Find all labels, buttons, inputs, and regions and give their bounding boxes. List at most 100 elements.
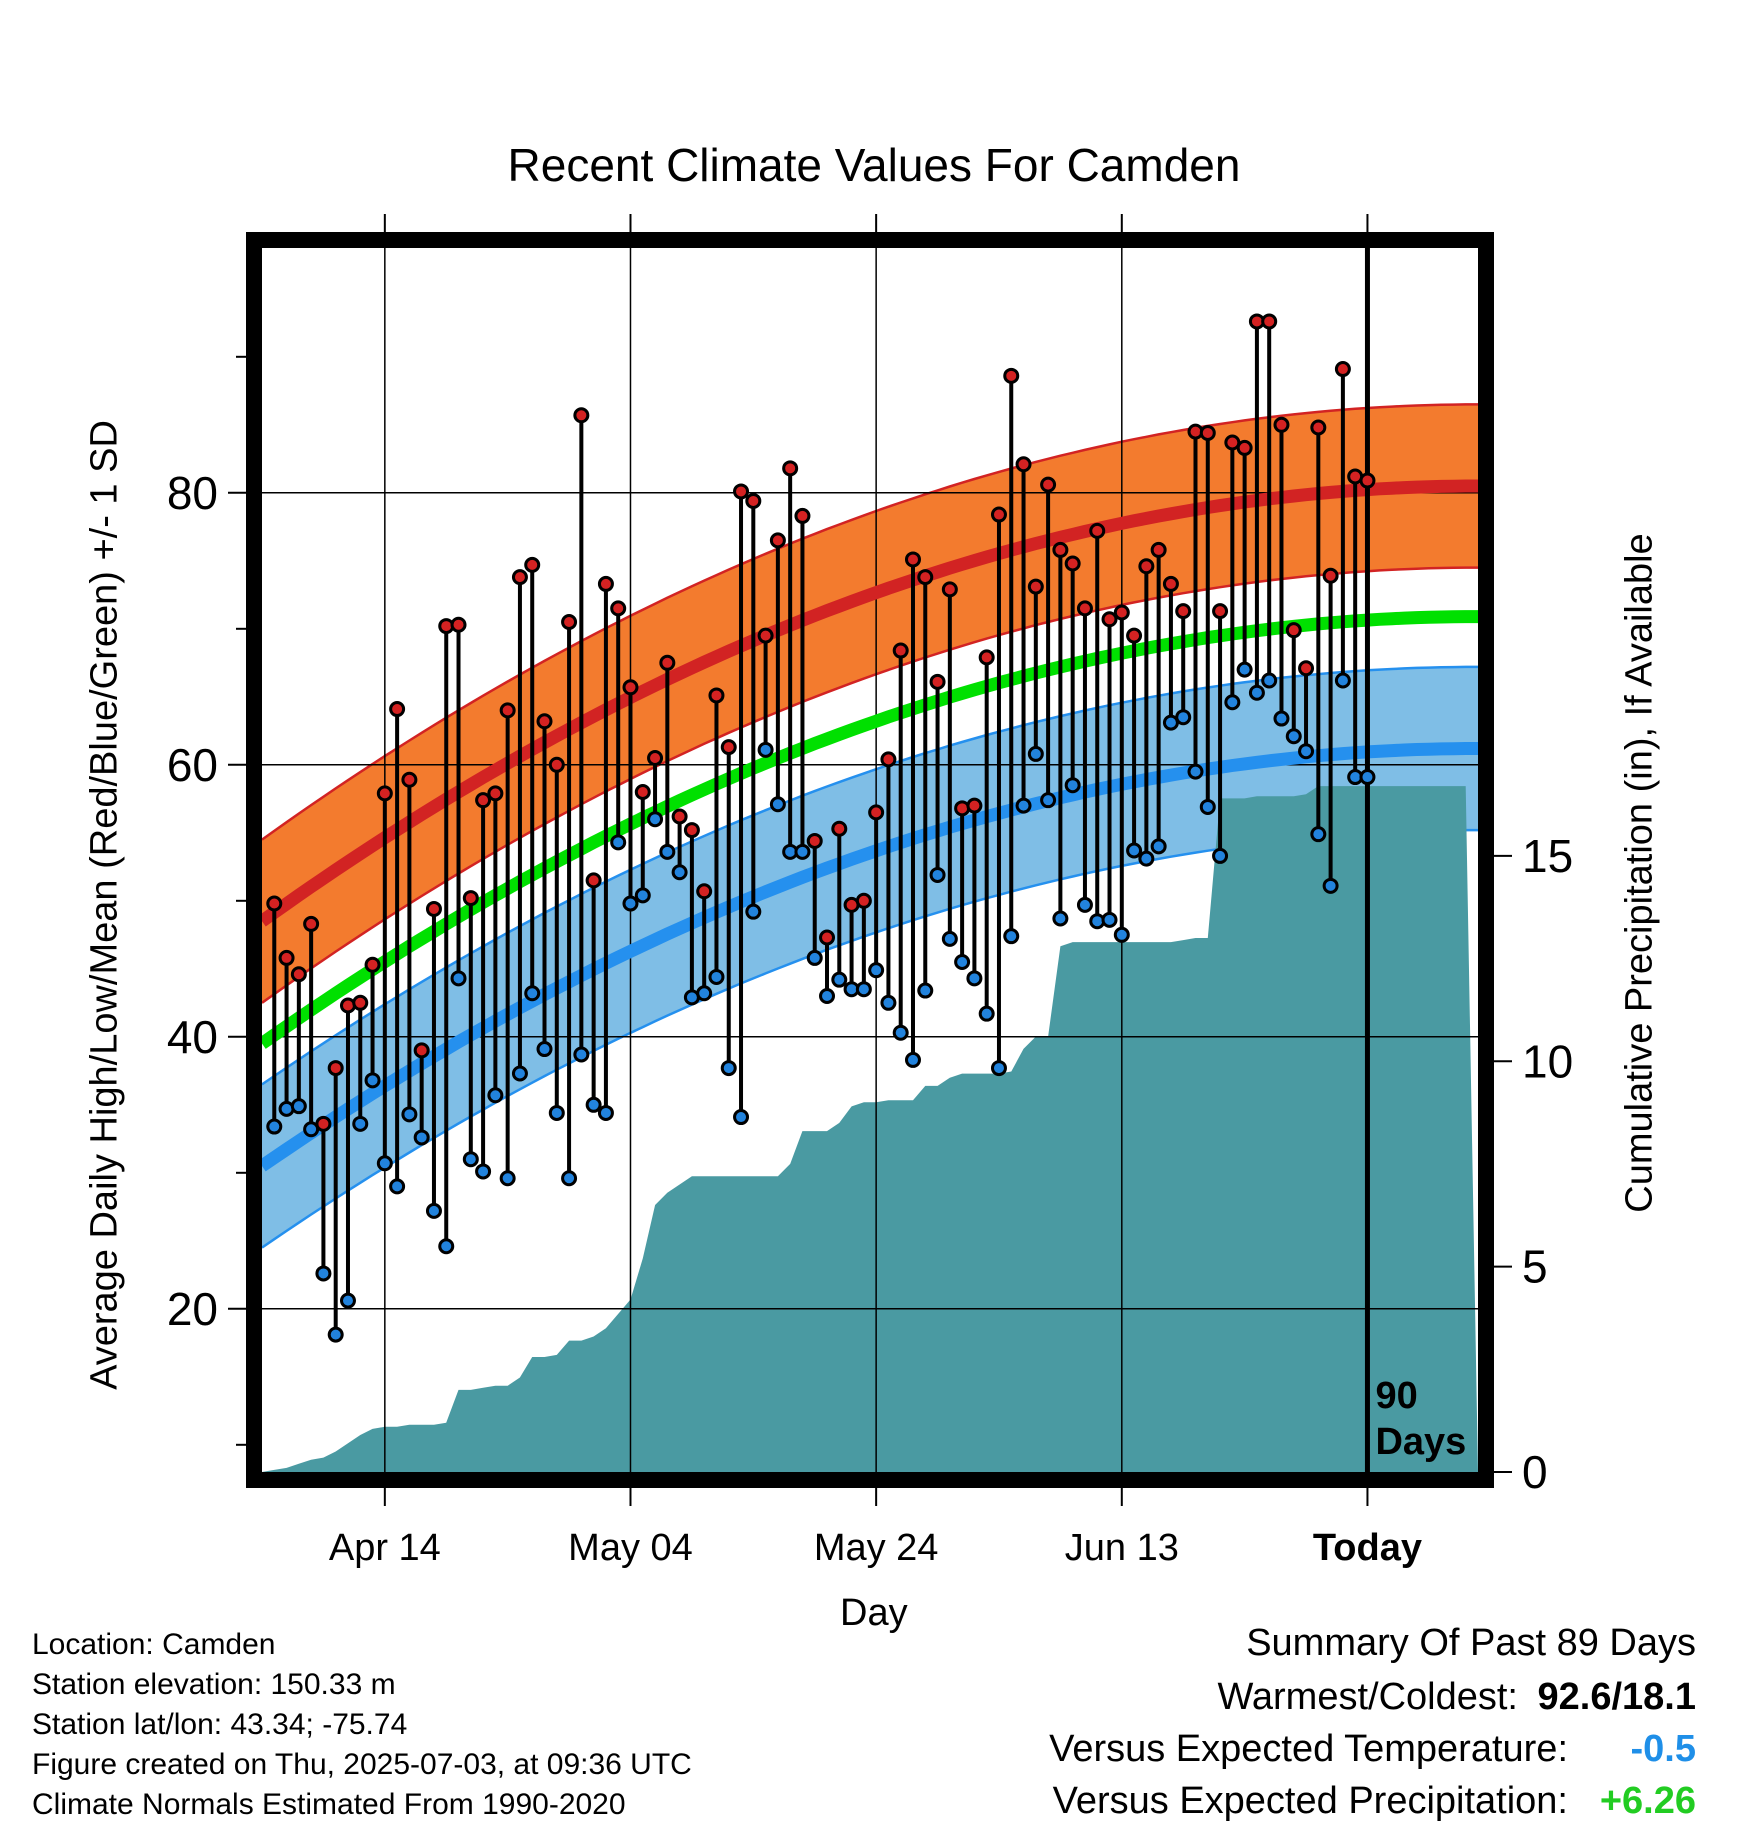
daily-low-point bbox=[364, 1072, 381, 1089]
daily-high-point bbox=[929, 673, 946, 690]
daily-high-point bbox=[733, 483, 750, 500]
daily-high-point bbox=[1101, 611, 1118, 628]
daily-high-point bbox=[696, 883, 713, 900]
info-created: Figure created on Thu, 2025-07-03, at 09… bbox=[32, 1748, 692, 1781]
low-normal-band bbox=[262, 666, 1478, 1248]
daily-high-point bbox=[1334, 361, 1351, 378]
high-normal-band bbox=[262, 404, 1478, 1003]
plot-frame bbox=[246, 232, 1494, 1488]
summary-heading: Summary Of Past 89 Days bbox=[1246, 1622, 1696, 1664]
daily-low-point bbox=[487, 1087, 504, 1104]
daily-high-point bbox=[1138, 558, 1155, 575]
daily-high-point bbox=[1162, 575, 1179, 592]
y2-tick-label: 15 bbox=[1522, 830, 1573, 882]
daily-high-point bbox=[1273, 416, 1290, 433]
daily-high-point bbox=[499, 702, 516, 719]
y-tick-label: 40 bbox=[167, 1011, 218, 1063]
daily-low-point bbox=[1113, 926, 1130, 943]
daily-low-point bbox=[597, 1104, 614, 1121]
daily-high-point bbox=[610, 600, 627, 617]
daily-low-point bbox=[1052, 910, 1069, 927]
y2-tick-label: 5 bbox=[1522, 1241, 1548, 1293]
daily-high-point bbox=[622, 679, 639, 696]
daily-high-point bbox=[1359, 472, 1376, 489]
daily-high-point bbox=[548, 756, 565, 773]
daily-high-point bbox=[536, 713, 553, 730]
daily-low-point bbox=[1310, 826, 1327, 843]
daily-high-point bbox=[1236, 439, 1253, 456]
daily-low-point bbox=[1359, 769, 1376, 786]
daily-high-point bbox=[966, 797, 983, 814]
summary-temp-value: -0.5 bbox=[1630, 1728, 1696, 1770]
daily-low-point bbox=[868, 962, 885, 979]
y-tick-label: 60 bbox=[167, 739, 218, 791]
daily-high-point bbox=[868, 804, 885, 821]
daily-high-point bbox=[1322, 567, 1339, 584]
daily-low-point bbox=[1027, 745, 1044, 762]
daily-low-point bbox=[904, 1051, 921, 1068]
daily-high-point bbox=[425, 900, 442, 917]
daily-low-point bbox=[696, 985, 713, 1002]
daily-high-point bbox=[561, 614, 578, 630]
daily-high-point bbox=[290, 966, 307, 983]
daily-low-point bbox=[819, 988, 836, 1004]
daily-low-point bbox=[745, 903, 762, 920]
x-tick-label: Today bbox=[1313, 1527, 1422, 1569]
mean-normal-line bbox=[258, 610, 1478, 1049]
summary-temp-label: Versus Expected Temperature: bbox=[1049, 1728, 1568, 1770]
daily-high-point bbox=[904, 551, 921, 568]
daily-low-point bbox=[831, 971, 848, 988]
daily-high-point bbox=[266, 895, 283, 912]
daily-low-point bbox=[634, 887, 651, 904]
daily-low-point bbox=[769, 796, 786, 813]
daily-high-point bbox=[1040, 476, 1057, 493]
daily-low-point bbox=[585, 1096, 602, 1113]
daily-high-point bbox=[819, 929, 836, 946]
daily-low-point bbox=[401, 1106, 418, 1123]
daily-high-point bbox=[1126, 627, 1143, 644]
daily-low-point bbox=[352, 1115, 369, 1132]
daily-low-point bbox=[794, 843, 811, 860]
daily-low-point bbox=[806, 949, 823, 966]
daily-high-point bbox=[708, 687, 725, 704]
y-axis-label: Average Daily High/Low/Mean (Red/Blue/Gr… bbox=[83, 420, 126, 1390]
daily-high-point bbox=[769, 532, 786, 549]
daily-low-point bbox=[880, 994, 897, 1011]
x-axis-label: Day bbox=[840, 1592, 908, 1634]
daily-low-point bbox=[1040, 792, 1057, 809]
daily-low-point bbox=[720, 1060, 737, 1077]
daily-low-point bbox=[266, 1118, 283, 1135]
daily-low-point bbox=[462, 1151, 479, 1168]
y2-tick-label: 10 bbox=[1522, 1035, 1573, 1087]
info-elevation: Station elevation: 150.33 m bbox=[32, 1668, 396, 1701]
daily-low-point bbox=[917, 982, 934, 999]
daily-low-point bbox=[1126, 842, 1143, 859]
daily-high-point bbox=[1285, 622, 1302, 639]
daily-high-point bbox=[573, 407, 590, 424]
y-tick-label: 20 bbox=[167, 1283, 218, 1335]
daily-low-point bbox=[659, 843, 676, 860]
daily-low-point bbox=[1064, 777, 1081, 794]
daily-high-point bbox=[585, 872, 602, 889]
daily-low-point bbox=[475, 1163, 492, 1180]
summary-precip-value: +6.26 bbox=[1599, 1780, 1696, 1822]
daily-high-point bbox=[880, 751, 897, 768]
daily-low-point bbox=[1334, 672, 1351, 689]
daily-high-point bbox=[524, 556, 541, 573]
daily-low-point bbox=[941, 930, 958, 947]
daily-low-point bbox=[327, 1326, 344, 1343]
daily-low-point bbox=[1138, 850, 1155, 867]
daily-low-point bbox=[966, 970, 983, 987]
daily-low-point bbox=[499, 1170, 516, 1187]
high-normal-upper-edge bbox=[261, 403, 1478, 841]
daily-high-point bbox=[990, 506, 1007, 523]
daily-low-point bbox=[929, 866, 946, 883]
daily-low-point bbox=[622, 895, 639, 912]
daily-low-point bbox=[1248, 684, 1265, 701]
info-latlon: Station lat/lon: 43.34; -75.74 bbox=[32, 1708, 408, 1741]
daily-high-point bbox=[1052, 541, 1069, 558]
daily-high-point bbox=[597, 575, 614, 592]
summary-precip-label: Versus Expected Precipitation: bbox=[1052, 1780, 1568, 1822]
daily-high-point bbox=[671, 808, 688, 825]
